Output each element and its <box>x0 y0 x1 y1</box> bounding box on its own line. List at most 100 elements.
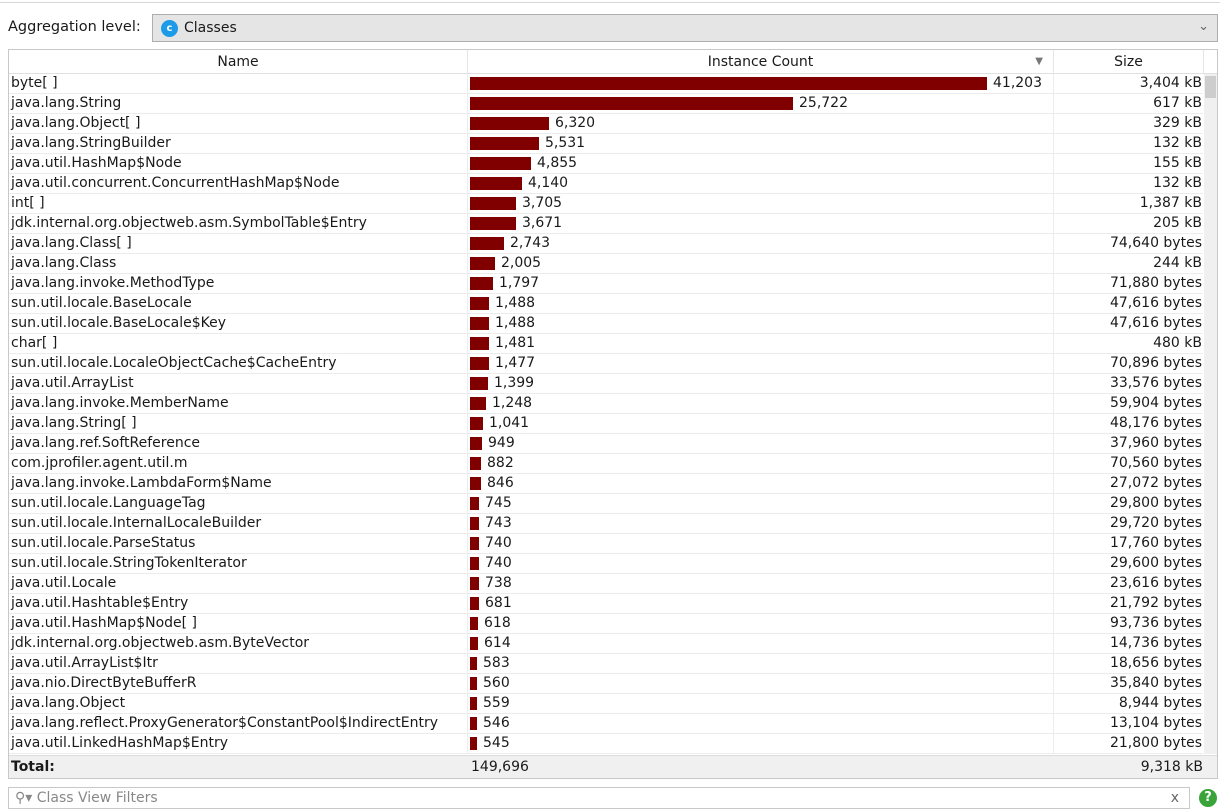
size: 21,800 bytes <box>1109 735 1202 751</box>
table-row[interactable]: sun.util.locale.LocaleObjectCache$CacheE… <box>9 354 1203 374</box>
table-row[interactable]: java.lang.Object 559 8,944 bytes <box>9 694 1203 714</box>
count-bar <box>470 317 489 330</box>
count-bar <box>470 697 477 710</box>
size: 37,960 bytes <box>1109 435 1202 451</box>
table-row[interactable]: java.lang.ref.SoftReference 949 37,960 b… <box>9 434 1203 454</box>
table-row[interactable]: java.lang.Class[ ] 2,743 74,640 bytes <box>9 234 1203 254</box>
table-row[interactable]: sun.util.locale.BaseLocale 1,488 47,616 … <box>9 294 1203 314</box>
table-row[interactable]: java.lang.StringBuilder 5,531 132 kB <box>9 134 1203 154</box>
instance-count: 3,705 <box>522 195 563 211</box>
instance-count: 743 <box>485 515 512 531</box>
table-row[interactable]: java.lang.Class 2,005 244 kB <box>9 254 1203 274</box>
size: 70,560 bytes <box>1109 455 1202 471</box>
instance-count-cell: 1,481 <box>468 334 1054 353</box>
aggregation-select[interactable]: c Classes ⌄ <box>152 14 1218 42</box>
vertical-scrollbar[interactable] <box>1204 74 1217 754</box>
table-row[interactable]: java.util.ArrayList$Itr 583 18,656 bytes <box>9 654 1203 674</box>
class-name: sun.util.locale.BaseLocale$Key <box>9 314 468 333</box>
column-header-size[interactable]: Size <box>1054 50 1204 74</box>
column-header-instance-count[interactable]: Instance Count ▼ <box>468 50 1054 74</box>
instance-count: 41,203 <box>993 75 1042 91</box>
instance-count-cell: 583 <box>468 654 1054 673</box>
instance-count: 560 <box>483 675 510 691</box>
table-row[interactable]: java.lang.invoke.LambdaForm$Name 846 27,… <box>9 474 1203 494</box>
table-row[interactable]: java.nio.DirectByteBufferR 560 35,840 by… <box>9 674 1203 694</box>
table-row[interactable]: java.util.ArrayList 1,399 33,576 bytes <box>9 374 1203 394</box>
table-row[interactable]: jdk.internal.org.objectweb.asm.SymbolTab… <box>9 214 1203 234</box>
table-row[interactable]: jdk.internal.org.objectweb.asm.ByteVecto… <box>9 634 1203 654</box>
table-row[interactable]: sun.util.locale.StringTokenIterator 740 … <box>9 554 1203 574</box>
scrollbar-thumb[interactable] <box>1205 76 1216 98</box>
table-row[interactable]: java.util.LinkedHashMap$Entry 545 21,800… <box>9 734 1203 754</box>
class-name: java.lang.invoke.MethodType <box>9 274 468 293</box>
instance-count: 614 <box>484 635 511 651</box>
table-row[interactable]: java.lang.Object[ ] 6,320 329 kB <box>9 114 1203 134</box>
instance-count-cell: 41,203 <box>468 74 1054 93</box>
size: 47,616 bytes <box>1109 315 1202 331</box>
table-row[interactable]: java.util.Locale 738 23,616 bytes <box>9 574 1203 594</box>
class-name: java.util.ArrayList <box>9 374 468 393</box>
instance-count: 1,248 <box>492 395 533 411</box>
table-row[interactable]: java.lang.invoke.MethodType 1,797 71,880… <box>9 274 1203 294</box>
instance-count-cell: 2,743 <box>468 234 1054 253</box>
search-icon: ⚲▾ <box>15 790 33 806</box>
size: 74,640 bytes <box>1109 235 1202 251</box>
table-row[interactable]: java.lang.String 25,722 617 kB <box>9 94 1203 114</box>
count-bar <box>470 417 483 430</box>
instance-count: 949 <box>488 435 515 451</box>
instance-count-cell: 743 <box>468 514 1054 533</box>
table-row[interactable]: sun.util.locale.ParseStatus 740 17,760 b… <box>9 534 1203 554</box>
total-count: 149,696 <box>471 759 529 775</box>
instance-count-cell: 5,531 <box>468 134 1054 153</box>
class-name: com.jprofiler.agent.util.m <box>9 454 468 473</box>
instance-count: 1,477 <box>495 355 536 371</box>
aggregation-value: Classes <box>184 20 237 36</box>
instance-count: 738 <box>485 575 512 591</box>
size: 27,072 bytes <box>1109 475 1202 491</box>
table-row[interactable]: java.util.concurrent.ConcurrentHashMap$N… <box>9 174 1203 194</box>
instance-count-cell: 559 <box>468 694 1054 713</box>
size: 29,600 bytes <box>1109 555 1202 571</box>
class-name: java.lang.Class[ ] <box>9 234 468 253</box>
instance-count-cell: 681 <box>468 594 1054 613</box>
size: 617 kB <box>1153 95 1202 111</box>
class-name: java.util.concurrent.ConcurrentHashMap$N… <box>9 174 468 193</box>
table-row[interactable]: sun.util.locale.BaseLocale$Key 1,488 47,… <box>9 314 1203 334</box>
table-row[interactable]: com.jprofiler.agent.util.m 882 70,560 by… <box>9 454 1203 474</box>
help-icon[interactable]: ? <box>1199 789 1217 807</box>
table-row[interactable]: sun.util.locale.LanguageTag 745 29,800 b… <box>9 494 1203 514</box>
table-row[interactable]: java.lang.reflect.ProxyGenerator$Constan… <box>9 714 1203 734</box>
table-row[interactable]: java.util.HashMap$Node 4,855 155 kB <box>9 154 1203 174</box>
chevron-down-icon: ⌄ <box>1198 19 1209 34</box>
count-bar <box>470 137 539 150</box>
table-row[interactable]: java.lang.String[ ] 1,041 48,176 bytes <box>9 414 1203 434</box>
count-bar <box>470 357 489 370</box>
size: 13,104 bytes <box>1109 715 1202 731</box>
instance-count: 681 <box>485 595 512 611</box>
instance-count-cell: 3,671 <box>468 214 1054 233</box>
total-label: Total: <box>11 759 55 775</box>
class-view-filter-input[interactable]: ⚲▾ Class View Filters x <box>8 787 1190 809</box>
clear-filter-button[interactable]: x <box>1170 790 1179 806</box>
size: 329 kB <box>1153 115 1202 131</box>
column-header-name[interactable]: Name <box>9 50 468 74</box>
instance-count-cell: 546 <box>468 714 1054 733</box>
table-row[interactable]: java.util.HashMap$Node[ ] 618 93,736 byt… <box>9 614 1203 634</box>
class-name: java.util.HashMap$Node[ ] <box>9 614 468 633</box>
instance-count-cell: 1,477 <box>468 354 1054 373</box>
table-row[interactable]: java.lang.invoke.MemberName 1,248 59,904… <box>9 394 1203 414</box>
size: 244 kB <box>1153 255 1202 271</box>
class-name: sun.util.locale.LanguageTag <box>9 494 468 513</box>
size: 93,736 bytes <box>1109 615 1202 631</box>
size: 23,616 bytes <box>1109 575 1202 591</box>
class-name: sun.util.locale.ParseStatus <box>9 534 468 553</box>
table-row[interactable]: java.util.Hashtable$Entry 681 21,792 byt… <box>9 594 1203 614</box>
class-name: java.lang.Object <box>9 694 468 713</box>
table-row[interactable]: byte[ ] 41,203 3,404 kB <box>9 74 1203 94</box>
table-row[interactable]: int[ ] 3,705 1,387 kB <box>9 194 1203 214</box>
instance-count: 2,005 <box>501 255 542 271</box>
table-row[interactable]: sun.util.locale.InternalLocaleBuilder 74… <box>9 514 1203 534</box>
table-row[interactable]: char[ ] 1,481 480 kB <box>9 334 1203 354</box>
instance-count: 6,320 <box>555 115 596 131</box>
count-bar <box>470 437 482 450</box>
